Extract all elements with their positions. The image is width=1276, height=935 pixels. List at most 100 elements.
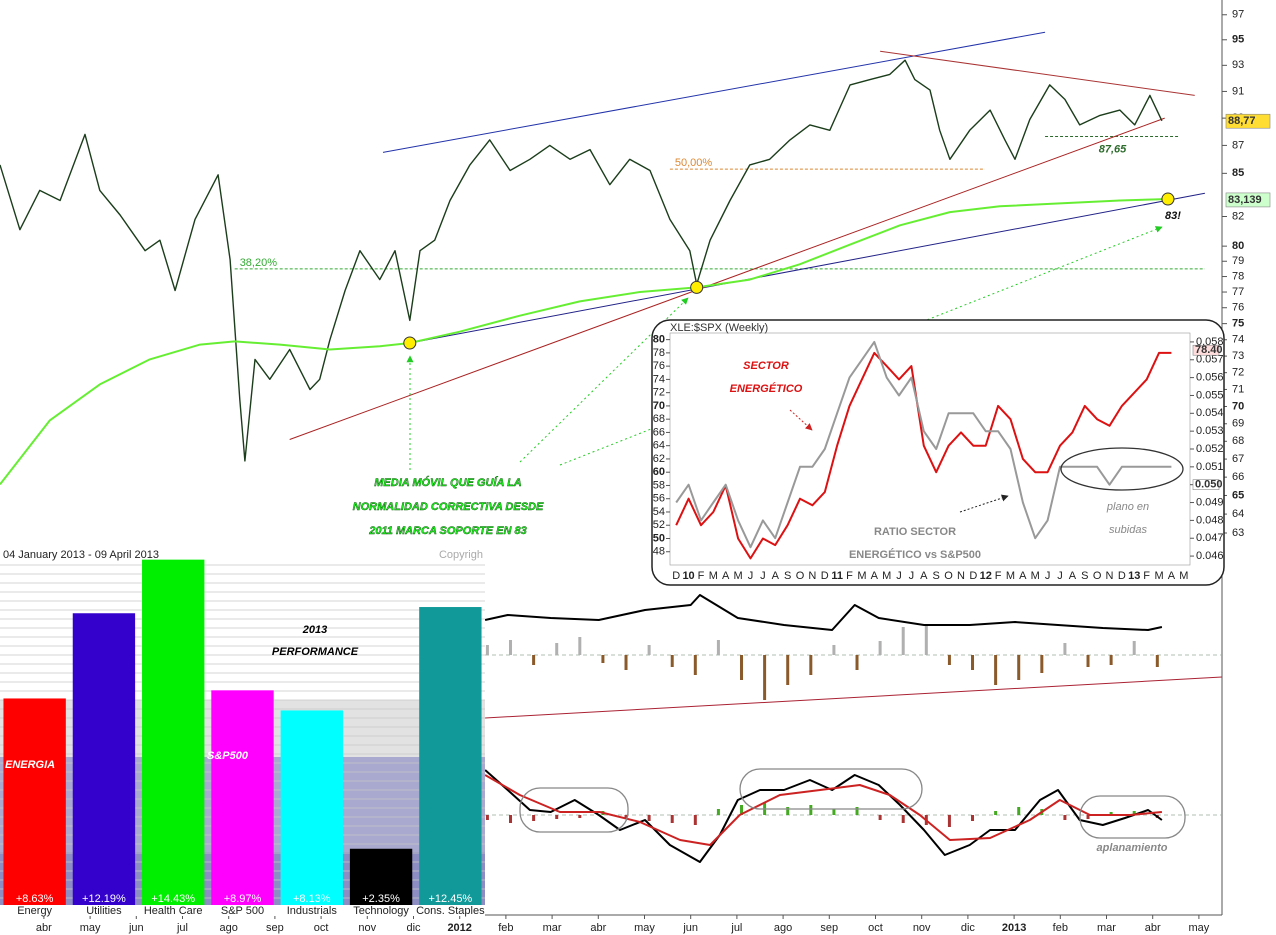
bar-subtitle: 04 January 2013 - 09 April 2013 [3, 549, 159, 561]
oval [739, 768, 923, 810]
y-tick-label: 60 [653, 466, 665, 478]
histogram-bar [1017, 807, 1021, 815]
y-tick-label: 68 [1232, 435, 1244, 447]
histogram-bar [809, 655, 813, 675]
x-tick-label: 2013 [1002, 922, 1026, 934]
series-line [675, 351, 1172, 560]
histogram-bar [994, 811, 998, 815]
histogram-bar [855, 655, 859, 670]
y-tick-label: 76 [1232, 302, 1244, 314]
histogram-bar [647, 645, 651, 655]
bar-annotations: 2013 PERFORMANCE ENERGIA S&P500 [5, 624, 359, 771]
bar-value-label: +2.35% [362, 893, 400, 905]
histogram-bar [1109, 655, 1113, 665]
histogram-bar [947, 815, 951, 827]
annotations: MEDIA MÓVIL QUE GUÍA LA NORMALIDAD CORRE… [352, 210, 1181, 537]
x-tick-label: 12 [980, 570, 992, 582]
x-tick-label: F [846, 570, 853, 582]
x-tick-label: mar [543, 922, 562, 934]
arrow [959, 494, 1009, 513]
series-line [0, 198, 1170, 486]
x-tick-label: oct [868, 922, 883, 934]
bar-title: 2013 [302, 624, 327, 636]
x-tick-label: sep [820, 922, 838, 934]
bar-value-label: +14.43% [151, 893, 195, 905]
x-tick-label: J [1057, 570, 1063, 582]
x-tick-label: D [969, 570, 977, 582]
marker [403, 336, 417, 350]
y2-tick-label: 0.048 [1196, 514, 1224, 526]
x-tick-label: abr [36, 922, 52, 934]
annotation: ENERGÉTICO vs S&P500 [849, 548, 981, 561]
x-tick-label: jun [682, 922, 698, 934]
trendline [485, 676, 1223, 719]
y-tick-label: 64 [653, 440, 665, 452]
histogram-bar [578, 815, 582, 818]
histogram-bar [947, 655, 951, 665]
histogram-bar [786, 807, 790, 815]
trendline [289, 117, 1165, 440]
histogram-bar [716, 640, 720, 655]
indicator-panes [484, 594, 1223, 863]
x-tick-label: S [933, 570, 940, 582]
y2-tick-label: 0.053 [1196, 425, 1224, 437]
histogram-bar [1132, 641, 1136, 655]
y-tick-label: 67 [1232, 453, 1244, 465]
y-tick-label: 71 [1232, 383, 1244, 395]
x-tick-label: F [995, 570, 1002, 582]
x-tick-label: dic [406, 922, 421, 934]
x-tick-label: ago [220, 922, 238, 934]
y2-tick-label: 0.052 [1196, 443, 1224, 455]
y2-tick-label: 0.057 [1196, 354, 1224, 366]
y-tick-label: 72 [653, 387, 665, 399]
y-tick-label: 95 [1232, 34, 1244, 46]
x-tick-label: 13 [1128, 570, 1140, 582]
histogram-bar [832, 645, 836, 655]
x-tick-label: A [1168, 570, 1176, 582]
x-tick-label: may [1189, 922, 1210, 934]
x-tick-label: S [784, 570, 791, 582]
x-tick-label: nov [913, 922, 931, 934]
histogram-bar [485, 645, 489, 655]
y-tick-label: 93 [1232, 59, 1244, 71]
bar [280, 710, 343, 905]
y-tick-label: 66 [1232, 471, 1244, 483]
x-tick-label: feb [498, 922, 513, 934]
histogram-bar [1040, 655, 1044, 673]
histogram-bar [763, 655, 767, 700]
x-tick-label: D [821, 570, 829, 582]
x-tick-label: may [634, 922, 655, 934]
y-tick-label: 56 [653, 493, 665, 505]
inset-annotations: SECTOR ENERGÉTICO RATIO SECTOR ENERGÉTIC… [730, 360, 1184, 561]
x-tick-label: S [1081, 570, 1088, 582]
histogram-bar [647, 815, 651, 821]
last-value-box [1192, 344, 1220, 356]
y2-tick-label: 0.046 [1196, 550, 1224, 562]
x-tick-label: F [1143, 570, 1150, 582]
trendline [880, 50, 1195, 96]
annotation: NORMALIDAD CORRECTIVA DESDE [353, 501, 544, 513]
y-tick-label: 58 [653, 479, 665, 491]
inset-title: XLE:$SPX (Weekly) [670, 322, 768, 334]
bar [349, 848, 413, 905]
y-tick-label: 78 [1232, 270, 1244, 282]
x-tick-label: N [1106, 570, 1114, 582]
x-tick-label: 10 [682, 570, 694, 582]
x-tick-label: sep [266, 922, 284, 934]
histogram-bar [786, 655, 790, 685]
oval [519, 787, 629, 833]
histogram-bar [878, 815, 882, 820]
y-tick-label: 82 [1232, 210, 1244, 222]
annotation: ENERGIA [5, 759, 55, 771]
histogram-bar [855, 807, 859, 815]
x-tick-label: S&P 500 [221, 905, 264, 917]
y2-tick-label: 0.056 [1196, 372, 1224, 384]
annotation: MEDIA MÓVIL QUE GUÍA LA [374, 476, 522, 489]
annotation: subidas [1109, 524, 1147, 536]
y-tick-label: 54 [653, 506, 665, 518]
oval [1060, 447, 1184, 491]
y-tick-label: 87 [1232, 139, 1244, 151]
y-tick-label: 64 [1232, 508, 1244, 520]
